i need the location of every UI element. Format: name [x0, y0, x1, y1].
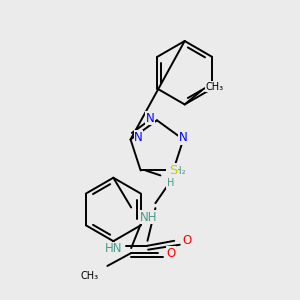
Text: H: H: [167, 178, 174, 188]
Text: N: N: [179, 131, 188, 144]
Text: O: O: [166, 247, 176, 260]
Text: NH₂: NH₂: [167, 167, 186, 176]
Text: CH₃: CH₃: [80, 271, 99, 281]
Text: N: N: [134, 131, 143, 144]
Text: CH₃: CH₃: [205, 82, 224, 92]
Text: O: O: [182, 234, 192, 247]
Text: N: N: [146, 112, 154, 125]
Text: HN: HN: [105, 242, 122, 255]
Text: NH: NH: [140, 211, 158, 224]
Text: S: S: [169, 164, 177, 177]
